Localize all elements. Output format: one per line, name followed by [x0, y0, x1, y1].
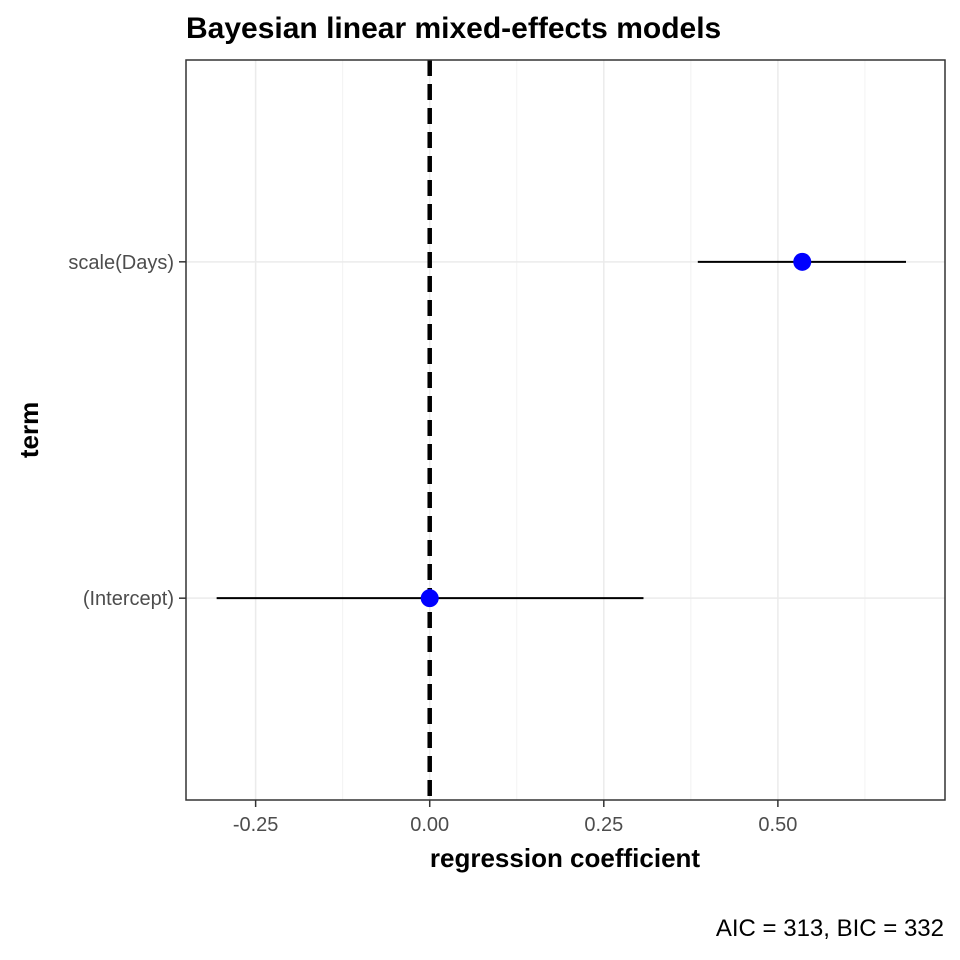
x-tick-label: 0.50	[758, 814, 797, 836]
estimate-point	[420, 589, 439, 608]
x-tick-label: 0.00	[410, 814, 449, 836]
y-axis-title: term	[14, 402, 44, 458]
x-tick-label: 0.25	[584, 814, 623, 836]
panel-background	[186, 60, 945, 800]
caption: AIC = 313, BIC = 332	[716, 915, 944, 942]
plot-area: -0.25 0.00 0.25 0.50 (Intercept) scale(Days)	[68, 59, 946, 836]
panel-border	[185, 59, 946, 801]
x-tick-label: -0.25	[233, 814, 279, 836]
y-tick-label: (Intercept)	[83, 588, 174, 610]
estimate-point	[793, 252, 812, 271]
chart-title: Bayesian linear mixed-effects models	[186, 12, 721, 45]
x-axis-title: regression coefficient	[430, 843, 701, 873]
y-tick-label: scale(Days)	[68, 252, 174, 274]
